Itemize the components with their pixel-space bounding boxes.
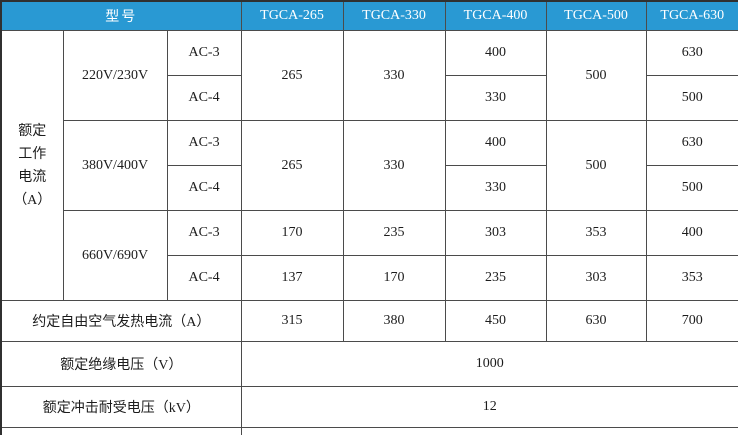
header-col-tgca-265: TGCA-265 — [240, 0, 344, 31]
partial-row-value-cell — [240, 427, 738, 435]
rated-impulse-withstand-voltage-label: 额定冲击耐受电压（kV） — [0, 386, 242, 428]
value-660v-ac4-tgca330: 170 — [342, 255, 446, 301]
value-660v-ac4-tgca265: 137 — [240, 255, 344, 301]
row-380v-ac3: 380V/400V AC-3 265 330 400 500 630 — [1, 120, 738, 211]
voltage-220v-230v: 220V/230V — [62, 30, 168, 121]
ac3-label-220v: AC-3 — [166, 30, 242, 76]
free-air-value-tgca400: 450 — [444, 300, 547, 342]
row-660v-ac4: AC-4 137 170 235 303 353 — [1, 255, 738, 301]
ac4-label-660v: AC-4 — [166, 255, 242, 301]
ac4-label-380v: AC-4 — [166, 165, 242, 211]
row-free-air-thermal-current: 约定自由空气发热电流（A） 315 380 450 630 700 — [0, 300, 738, 342]
value-220v-ac3-tgca630: 630 — [645, 30, 738, 76]
rated-insulation-voltage-label: 额定绝缘电压（V） — [0, 341, 242, 387]
row-380v-ac4: AC-4 330 500 — [1, 165, 738, 211]
value-220v-ac4-tgca630: 500 — [645, 75, 738, 121]
value-220v-ac4-tgca400: 330 — [444, 75, 547, 121]
voltage-660v-690v: 660V/690V — [62, 210, 168, 301]
value-220v-tgca265: 265 — [240, 30, 344, 121]
free-air-value-tgca265: 315 — [240, 300, 344, 342]
free-air-value-tgca500: 630 — [545, 300, 647, 342]
header-model-label: 型号 — [0, 0, 242, 31]
ac3-label-380v: AC-3 — [166, 120, 242, 166]
row-660v-ac3: 660V/690V AC-3 170 235 303 353 400 — [1, 210, 738, 301]
rated-current-label-line2: 工作 — [18, 146, 47, 162]
value-660v-ac4-tgca630: 353 — [645, 255, 738, 301]
row-220v-ac4: AC-4 330 500 — [1, 75, 738, 121]
value-380v-tgca330: 330 — [342, 120, 446, 211]
value-220v-tgca330: 330 — [342, 30, 446, 121]
row-rated-insulation-voltage: 额定绝缘电压（V） 1000 — [0, 341, 738, 387]
rated-current-label: 额定 工作 电流 （A） — [0, 30, 64, 301]
value-660v-ac4-tgca500: 303 — [545, 255, 647, 301]
row-220v-ac3: 额定 工作 电流 （A） 220V/230V AC-3 265 330 400 … — [0, 30, 738, 301]
row-partial-cutoff — [0, 427, 738, 435]
value-660v-ac4-tgca400: 235 — [444, 255, 547, 301]
header-col-tgca-500: TGCA-500 — [545, 0, 647, 31]
value-660v-ac3-tgca330: 235 — [342, 210, 446, 256]
rated-current-label-line1: 额定 — [18, 123, 47, 139]
value-660v-ac3-tgca265: 170 — [240, 210, 344, 256]
ac3-label-660v: AC-3 — [166, 210, 242, 256]
value-380v-ac4-tgca400: 330 — [444, 165, 547, 211]
value-380v-tgca265: 265 — [240, 120, 344, 211]
header-col-tgca-330: TGCA-330 — [342, 0, 446, 31]
partial-row-label-cell — [0, 427, 242, 435]
free-air-thermal-current-label: 约定自由空气发热电流（A） — [0, 300, 242, 342]
header-row: 型号 TGCA-265 TGCA-330 TGCA-400 TGCA-500 T… — [0, 0, 738, 31]
rated-impulse-withstand-voltage-value: 12 — [240, 386, 738, 428]
value-380v-ac3-tgca400: 400 — [444, 120, 547, 166]
rated-insulation-voltage-value: 1000 — [240, 341, 738, 387]
ac4-label-220v: AC-4 — [166, 75, 242, 121]
free-air-value-tgca630: 700 — [645, 300, 738, 342]
value-380v-ac3-tgca630: 630 — [645, 120, 738, 166]
value-380v-tgca500: 500 — [545, 120, 647, 211]
voltage-380v-400v: 380V/400V — [62, 120, 168, 211]
rated-current-label-line3: 电流 — [18, 169, 47, 185]
header-col-tgca-630: TGCA-630 — [645, 0, 738, 31]
value-220v-tgca500: 500 — [545, 30, 647, 121]
row-rated-impulse-withstand-voltage: 额定冲击耐受电压（kV） 12 — [0, 386, 738, 428]
value-660v-ac3-tgca630: 400 — [645, 210, 738, 256]
rated-current-label-line4: （A） — [13, 192, 52, 208]
header-col-tgca-400: TGCA-400 — [444, 0, 547, 31]
value-380v-ac4-tgca630: 500 — [645, 165, 738, 211]
value-220v-ac3-tgca400: 400 — [444, 30, 547, 76]
free-air-value-tgca330: 380 — [342, 300, 446, 342]
value-660v-ac3-tgca500: 353 — [545, 210, 647, 256]
value-660v-ac3-tgca400: 303 — [444, 210, 547, 256]
